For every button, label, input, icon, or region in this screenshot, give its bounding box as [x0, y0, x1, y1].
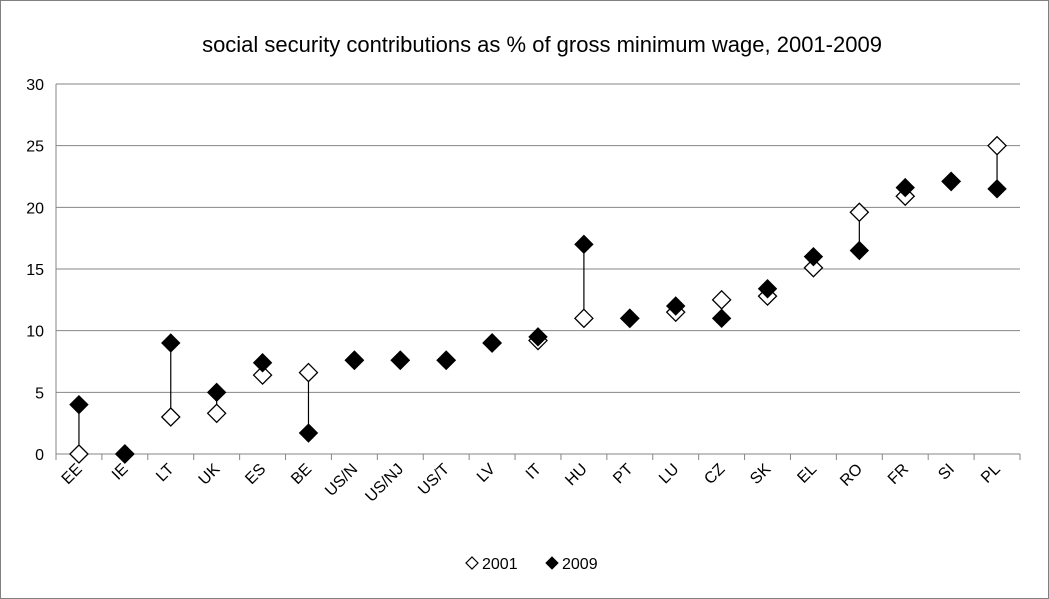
marker-2009-US/T [436, 350, 456, 370]
legend: 2001 2009 [465, 556, 598, 573]
marker-2009-US/NJ [390, 350, 410, 370]
marker-2009-CZ [711, 308, 732, 329]
chart-title: social security contributions as % of gr… [202, 32, 882, 57]
marker-2009-RO [849, 240, 870, 261]
marker-2009-LU [666, 296, 686, 316]
y-tick-label: 30 [26, 77, 44, 94]
marker-2009-SK [757, 279, 778, 299]
marker-2009-IT [528, 327, 548, 347]
marker-2001-BE [298, 362, 319, 383]
marker-2009-BE [298, 423, 319, 443]
marker-2009-UK [206, 382, 227, 403]
legend-item-2009: 2009 [545, 556, 598, 573]
y-tick-label: 15 [26, 262, 44, 279]
marker-2009-EL [803, 246, 824, 267]
y-axis-ticks: 0 5 10 15 20 25 30 [26, 77, 57, 464]
marker-2009-FR [895, 177, 915, 198]
legend-label-2009: 2009 [562, 556, 598, 573]
marker-2001-RO [849, 202, 870, 223]
legend-label-2001: 2001 [482, 556, 518, 573]
marker-2001-LT [160, 407, 181, 427]
marker-2009-SI [941, 171, 961, 192]
marker-2009-IE [115, 444, 135, 464]
legend-marker-2001 [465, 556, 479, 570]
marker-2001-EE [69, 444, 89, 464]
marker-2009-PT [620, 308, 640, 329]
y-tick-label: 25 [26, 139, 44, 156]
y-tick-label: 10 [26, 324, 44, 341]
marker-2001-ES [252, 365, 273, 385]
marker-2009-PL [987, 179, 1007, 199]
legend-marker-2009 [545, 556, 559, 570]
y-tick-label: 20 [26, 200, 44, 217]
marker-2009-ES [252, 353, 273, 373]
marker-2001-HU [573, 308, 594, 329]
marker-2001-PL [987, 135, 1007, 156]
marker-2001-UK [206, 403, 227, 424]
marker-2009-LV [482, 333, 502, 353]
markers [69, 135, 1007, 464]
marker-2009-LT [161, 333, 181, 353]
marker-2001-EL [803, 257, 824, 278]
marker-2009-EE [69, 394, 89, 415]
y-tick-label: 5 [35, 385, 44, 402]
legend-item-2001: 2001 [465, 556, 518, 573]
y-tick-label: 0 [35, 447, 44, 464]
marker-2009-HU [574, 234, 594, 255]
marker-2009-US/N [344, 350, 365, 370]
